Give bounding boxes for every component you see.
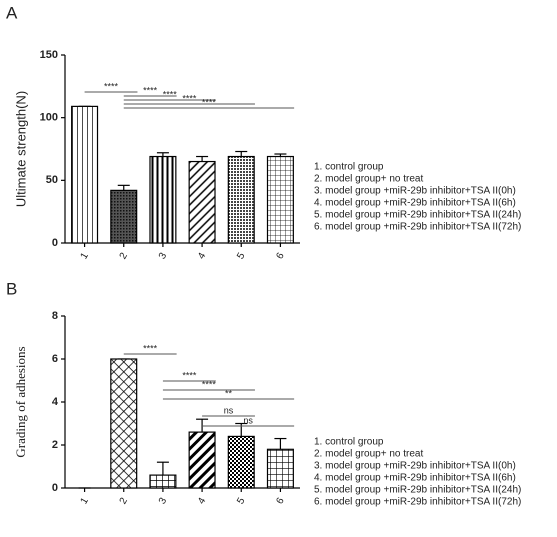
x-tick-label: 4	[196, 496, 209, 507]
significance-label: ****	[182, 370, 197, 380]
bar	[266, 448, 294, 489]
x-tick-label: 3	[157, 251, 170, 262]
significance-label: ns	[224, 405, 234, 415]
x-tick-label: 2	[118, 251, 131, 262]
significance-label: ****	[202, 379, 217, 389]
legend-entry: 6. model group +miR-29b inhibitor+TSA II…	[314, 222, 521, 233]
legend-entry: 2. model group+ no treat	[314, 174, 423, 185]
bar	[227, 155, 255, 244]
bar	[110, 358, 138, 489]
x-tick-label: 6	[274, 496, 287, 507]
legend-entry: 3. model group +miR-29b inhibitor+TSA II…	[314, 186, 516, 197]
significance-label: ****	[104, 81, 119, 91]
bar	[110, 189, 138, 244]
significance-label: ****	[202, 97, 217, 107]
panel-label: B	[6, 279, 17, 298]
legend-entry: 6. model group +miR-29b inhibitor+TSA II…	[314, 497, 521, 508]
bar	[188, 160, 216, 244]
x-tick-label: 3	[157, 496, 170, 507]
y-tick-label: 150	[40, 49, 58, 61]
x-tick-label: 6	[274, 251, 287, 262]
y-tick-label: 0	[52, 482, 58, 494]
x-tick-label: 1	[79, 496, 92, 507]
bar	[227, 435, 255, 489]
y-tick-label: 100	[40, 112, 58, 124]
significance-label: ****	[143, 343, 158, 353]
legend-entry: 5. model group +miR-29b inhibitor+TSA II…	[314, 485, 521, 496]
legend-entry: 1. control group	[314, 162, 384, 173]
y-tick-label: 6	[52, 353, 58, 365]
legend-entry: 3. model group +miR-29b inhibitor+TSA II…	[314, 461, 516, 472]
x-tick-label: 2	[118, 496, 131, 507]
bar	[149, 155, 177, 244]
x-tick-label: 5	[235, 496, 248, 507]
y-tick-label: 8	[52, 310, 58, 322]
x-tick-label: 1	[79, 251, 92, 262]
bar	[149, 474, 177, 489]
x-tick-label: 4	[196, 251, 209, 262]
panel-label: A	[6, 3, 18, 22]
bar	[266, 155, 294, 244]
y-tick-label: 4	[52, 396, 59, 408]
significance-label: ****	[163, 89, 178, 99]
significance-label: ns	[243, 415, 253, 425]
legend-entry: 2. model group+ no treat	[314, 449, 423, 460]
bar	[71, 105, 99, 244]
bar	[188, 431, 216, 489]
y-tick-label: 50	[46, 174, 58, 186]
significance-label: **	[225, 388, 233, 398]
y-axis-label: Ultimate strength(N)	[13, 91, 28, 207]
legend-entry: 4. model group +miR-29b inhibitor+TSA II…	[314, 198, 516, 209]
y-tick-label: 0	[52, 237, 58, 249]
y-tick-label: 2	[52, 439, 58, 451]
legend-entry: 4. model group +miR-29b inhibitor+TSA II…	[314, 473, 516, 484]
legend-entry: 1. control group	[314, 437, 384, 448]
legend-entry: 5. model group +miR-29b inhibitor+TSA II…	[314, 210, 521, 221]
significance-label: ****	[143, 85, 158, 95]
x-tick-label: 5	[235, 251, 248, 262]
y-axis-label: Grading of adhesions	[13, 346, 28, 457]
significance-label: ****	[182, 93, 197, 103]
